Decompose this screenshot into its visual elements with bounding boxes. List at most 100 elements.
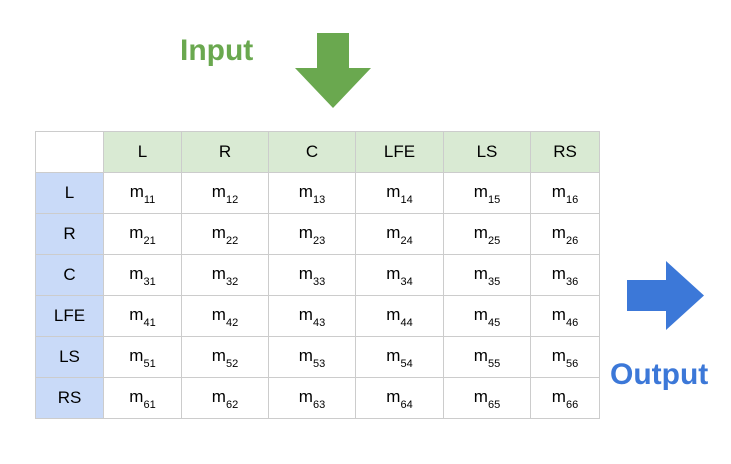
matrix-cell: m45 — [443, 295, 531, 337]
output-label: Output — [610, 358, 709, 391]
matrix-corner-cell — [35, 131, 104, 173]
coefficient: m53 — [299, 344, 325, 370]
arrow-down-icon — [295, 33, 371, 108]
coefficient-subscript: 26 — [565, 235, 579, 247]
matrix-cell: m22 — [181, 213, 269, 255]
row-header: R — [35, 213, 104, 255]
row-header: L — [35, 172, 104, 214]
coefficient: m13 — [299, 180, 325, 206]
coefficient-symbol: m — [211, 264, 226, 283]
coefficient-subscript: 66 — [565, 399, 579, 411]
matrix-cell: m54 — [355, 336, 444, 378]
matrix-cell: m31 — [103, 254, 182, 296]
coefficient-subscript: 21 — [143, 235, 156, 247]
matrix-cell: m41 — [103, 295, 182, 337]
coefficient-subscript: 32 — [225, 276, 239, 288]
column-header: R — [181, 131, 269, 173]
coefficient: m15 — [474, 180, 500, 206]
matrix-row: LFE m41 m42 m43 m44 m45 m46 — [35, 295, 600, 337]
coefficient: m66 — [552, 385, 578, 411]
coefficient-subscript: 35 — [487, 276, 501, 288]
coefficient-subscript: 15 — [487, 194, 501, 206]
coefficient-symbol: m — [386, 264, 401, 283]
coefficient-symbol: m — [386, 387, 401, 406]
coefficient-symbol: m — [129, 305, 144, 324]
matrix-cell: m32 — [181, 254, 269, 296]
matrix-cell: m23 — [268, 213, 356, 255]
coefficient-symbol: m — [211, 305, 226, 324]
coefficient-symbol: m — [551, 346, 566, 365]
row-header: C — [35, 254, 104, 296]
coefficient-symbol: m — [473, 264, 488, 283]
column-header: RS — [530, 131, 600, 173]
coefficient-subscript: 53 — [312, 358, 326, 370]
coefficient-symbol: m — [551, 223, 566, 242]
coefficient-symbol: m — [298, 223, 313, 242]
matrix-cell: m13 — [268, 172, 356, 214]
coefficient: m32 — [212, 262, 238, 288]
coefficient-subscript: 44 — [400, 317, 413, 329]
coefficient-subscript: 42 — [225, 317, 239, 329]
coefficient-symbol: m — [551, 387, 566, 406]
coefficient-subscript: 22 — [225, 235, 239, 247]
coefficient-subscript: 51 — [143, 358, 156, 370]
coefficient-symbol: m — [386, 182, 401, 201]
arrow-right-icon — [627, 261, 704, 330]
coefficient-subscript: 56 — [565, 358, 579, 370]
matrix-cell: m53 — [268, 336, 356, 378]
coefficient: m24 — [386, 221, 412, 247]
coefficient: m36 — [552, 262, 578, 288]
coefficient-symbol: m — [211, 346, 226, 365]
coefficient-symbol: m — [386, 305, 401, 324]
matrix-cell: m66 — [530, 377, 600, 419]
column-header: L — [103, 131, 182, 173]
coefficient-subscript: 11 — [143, 194, 156, 206]
coefficient: m56 — [552, 344, 578, 370]
input-label: Input — [180, 34, 254, 67]
row-header: LS — [35, 336, 104, 378]
coefficient-subscript: 36 — [565, 276, 579, 288]
coefficient-subscript: 24 — [400, 235, 413, 247]
coefficient-symbol: m — [129, 346, 144, 365]
coefficient: m23 — [299, 221, 325, 247]
coefficient-subscript: 34 — [400, 276, 413, 288]
matrix-cell: m65 — [443, 377, 531, 419]
coefficient-subscript: 63 — [312, 399, 326, 411]
coefficient-symbol: m — [211, 387, 226, 406]
matrix-cell: m12 — [181, 172, 269, 214]
coefficient: m43 — [299, 303, 325, 329]
row-header: RS — [35, 377, 104, 419]
coefficient: m65 — [474, 385, 500, 411]
matrix-header-row: L R C LFE LS RS — [35, 131, 600, 173]
coefficient: m34 — [386, 262, 412, 288]
coefficient-symbol: m — [551, 264, 566, 283]
coefficient-subscript: 25 — [487, 235, 501, 247]
coefficient: m12 — [212, 180, 238, 206]
column-header: LS — [443, 131, 531, 173]
matrix-cell: m56 — [530, 336, 600, 378]
coefficient: m33 — [299, 262, 325, 288]
coefficient-symbol: m — [298, 346, 313, 365]
coefficient-symbol: m — [473, 305, 488, 324]
coefficient-symbol: m — [298, 305, 313, 324]
coefficient: m52 — [212, 344, 238, 370]
coefficient-subscript: 52 — [225, 358, 239, 370]
matrix-cell: m11 — [103, 172, 182, 214]
coefficient-subscript: 64 — [400, 399, 413, 411]
matrix-cell: m15 — [443, 172, 531, 214]
matrix-cell: m21 — [103, 213, 182, 255]
coefficient: m22 — [212, 221, 238, 247]
coefficient-subscript: 46 — [565, 317, 579, 329]
coefficient-symbol: m — [473, 346, 488, 365]
coefficient: m16 — [552, 180, 578, 206]
matrix-cell: m42 — [181, 295, 269, 337]
coefficient-symbol: m — [473, 182, 488, 201]
matrix-row: LS m51 m52 m53 m54 m55 m56 — [35, 336, 600, 378]
coefficient-subscript: 43 — [312, 317, 326, 329]
matrix-cell: m52 — [181, 336, 269, 378]
coefficient-subscript: 61 — [143, 399, 156, 411]
row-header: LFE — [35, 295, 104, 337]
coefficient-subscript: 14 — [400, 194, 413, 206]
